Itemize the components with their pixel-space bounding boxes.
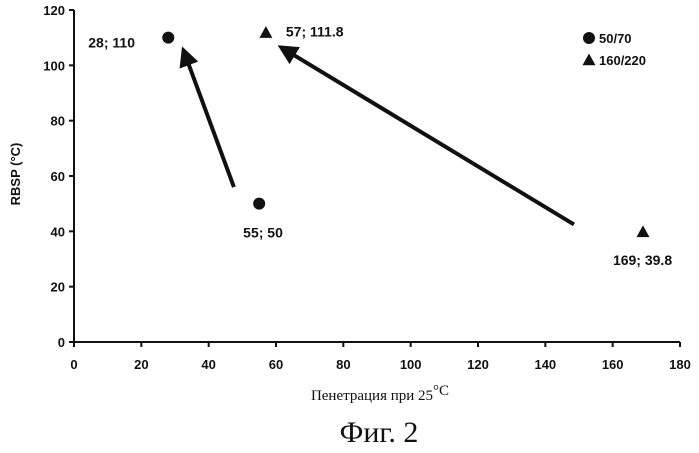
arrows <box>179 45 575 227</box>
y-tick-label: 60 <box>51 169 65 184</box>
x-tick-label: 80 <box>336 357 350 372</box>
x-tick-label: 60 <box>269 357 283 372</box>
figure-caption: Фиг. 2 <box>340 416 419 449</box>
x-tick-label: 40 <box>201 357 215 372</box>
x-tick-label: 100 <box>400 357 422 372</box>
x-axis-label: Пенетрация при 25°C <box>311 383 449 404</box>
legend: 50/70 160/220 <box>582 31 646 68</box>
data-point <box>253 197 266 210</box>
x-tick-label: 120 <box>467 357 489 372</box>
y-tick-label: 0 <box>58 335 65 350</box>
x-tick-label: 20 <box>134 357 148 372</box>
y-tick-label: 80 <box>51 114 65 129</box>
y-tick-label: 40 <box>51 224 65 239</box>
arrow <box>179 46 236 188</box>
data-point <box>259 26 273 38</box>
data-point <box>162 31 175 44</box>
y-tick-label: 100 <box>43 58 65 73</box>
data-label: 57; 111.8 <box>286 24 344 40</box>
point-labels: 28; 110 55; 50 57; 111.8 169; 39.8 <box>88 24 672 268</box>
arrow <box>277 45 575 227</box>
legend-label: 160/220 <box>599 53 646 68</box>
y-tick-label: 20 <box>51 280 65 295</box>
legend-marker <box>583 32 595 44</box>
y-tick-label: 120 <box>43 3 65 18</box>
x-tick-label: 140 <box>534 357 556 372</box>
data-label: 55; 50 <box>243 225 283 241</box>
x-axis-label-text: Пенетрация при 25 <box>311 388 433 404</box>
ticks: 0 20 40 60 80 100 120 0 20 40 60 80 100 120 140 160 180 <box>43 3 691 372</box>
legend-marker <box>582 53 596 66</box>
x-tick-label: 0 <box>70 357 77 372</box>
data-label: 169; 39.8 <box>613 252 672 268</box>
y-axis-label: RBSP (°C) <box>8 143 23 206</box>
legend-label: 50/70 <box>599 31 632 46</box>
x-tick-label: 180 <box>669 357 691 372</box>
data-point <box>636 225 650 238</box>
data-label: 28; 110 <box>88 35 135 51</box>
x-tick-label: 160 <box>602 357 624 372</box>
data-points <box>162 26 650 238</box>
x-axis-label-unit: °C <box>433 383 449 399</box>
